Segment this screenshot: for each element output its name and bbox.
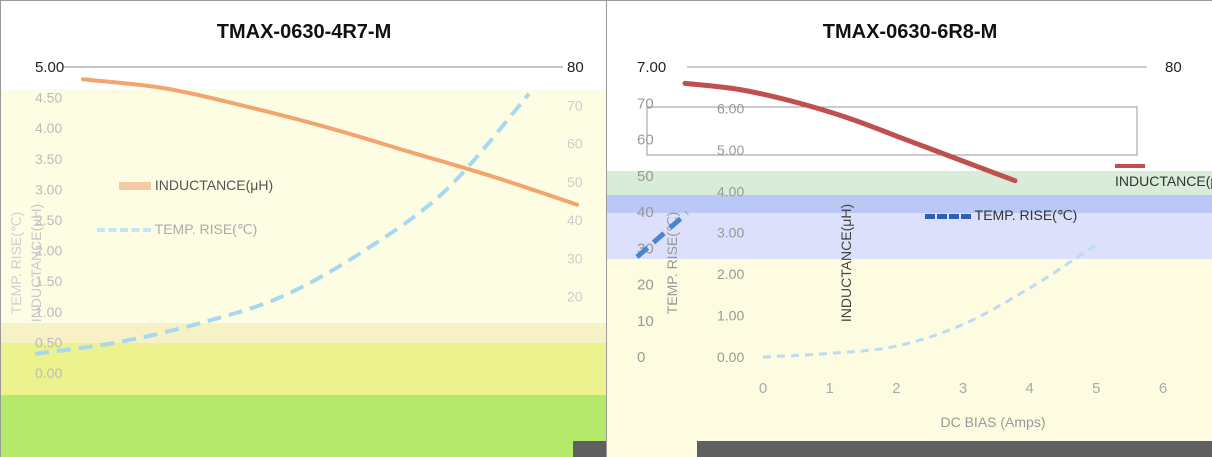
y-tick-label-left: 4.00 <box>35 120 62 136</box>
legend-swatch-temp <box>925 213 971 219</box>
chart-panel-left: TMAX-0630-4R7-M 5.00 4.50 4.00 3.50 3.00 2.50… <box>0 0 607 457</box>
y-tick-label-left: 5.00 <box>35 59 64 76</box>
y-tick-label-left: 6.00 <box>717 100 744 116</box>
legend-label: INDUCTANCE(μH) <box>1115 173 1212 189</box>
legend-swatch-inductance <box>1115 164 1145 169</box>
overlay-band <box>1 395 607 457</box>
chart-svg-right: 7.006.005.004.003.002.001.000.0080706050… <box>635 59 1182 430</box>
y-tick-label-right: 20 <box>637 277 654 294</box>
y-tick-label-right: 20 <box>567 289 583 305</box>
y-tick-label-left: 3.50 <box>35 151 62 167</box>
y-tick-label-left: 0.00 <box>35 365 62 381</box>
y-tick-label-left: 2.00 <box>35 243 62 259</box>
y-axis-label-right: TEMP. RISE(℃) <box>664 212 680 315</box>
x-tick-label: 4 <box>1025 380 1033 397</box>
y-tick-label-left: 5.00 <box>717 142 744 158</box>
y-axis-label-left: INDUCTANCE(μH) <box>838 204 854 322</box>
overlay-band <box>607 171 1212 195</box>
y-tick-label-right: 10 <box>637 313 654 330</box>
x-tick-label: 5 <box>1092 380 1100 397</box>
y-tick-label-right: 80 <box>1165 59 1182 76</box>
x-tick-label: 2 <box>892 380 900 397</box>
chart-panel-right: TMAX-0630-6R8-M 7.00 6.00 5.00 4.00 3.00 2.00… <box>606 0 1212 457</box>
overlay-dark <box>573 441 607 457</box>
legend-swatch-inductance <box>119 182 151 191</box>
x-tick-label: 1 <box>825 380 833 397</box>
y-tick-label-right: 80 <box>567 59 584 76</box>
y-tick-label-left: 1.50 <box>35 273 62 289</box>
y-tick-label-right: 60 <box>637 132 654 149</box>
legend-label: INDUCTANCE(μH) <box>154 177 274 193</box>
overlay-band <box>1 343 607 397</box>
series-line-temp <box>762 243 1098 359</box>
legend-inductance: INDUCTANCE(μH) <box>1115 157 1212 189</box>
legend-label: TEMP. RISE(℃) <box>974 207 1078 223</box>
legend-label: TEMP. RISE(℃) <box>154 221 258 237</box>
x-tick-label: 6 <box>1159 380 1167 397</box>
y-tick-label-left: 2.50 <box>35 212 62 228</box>
y-tick-label-left: 3.00 <box>717 225 744 241</box>
overlay-dark <box>697 441 1212 457</box>
chart-title: TMAX-0630-4R7-M <box>216 21 392 43</box>
y-tick-label-left: 7.00 <box>637 59 666 76</box>
x-tick-label: 0 <box>759 380 767 397</box>
y-axis-label-right: TEMP. RISE(℃) <box>8 212 24 315</box>
overlay-band <box>607 195 1212 213</box>
series-line-temp-fragment <box>635 211 689 259</box>
y-tick-label-left: 1.00 <box>717 308 744 324</box>
y-tick-label-left: 1.00 <box>35 304 62 320</box>
overlay-band <box>1 323 607 345</box>
y-tick-label-right: 50 <box>567 174 583 190</box>
y-tick-label-right: 70 <box>637 95 654 112</box>
series-line-inductance <box>682 80 1018 184</box>
legend-inductance: INDUCTANCE(μH) <box>119 177 273 193</box>
series-line-inductance <box>81 77 579 207</box>
chart-svg-left: 5.00 4.50 4.00 3.50 3.00 2.50 2.00 1.50 1.00 0.50… <box>8 59 584 381</box>
y-tick-label-right: 0 <box>637 349 645 366</box>
y-tick-label-left: 0.00 <box>717 349 744 365</box>
y-axis-label-left: INDUCTANCE(μH) <box>28 204 44 322</box>
y-tick-label-left: 3.00 <box>35 181 62 197</box>
y-tick-label-right: 30 <box>567 250 583 266</box>
chart-title: TMAX-0630-6R8-M <box>822 21 998 43</box>
y-tick-label-left: 2.00 <box>717 266 744 282</box>
legend-temp: TEMP. RISE(℃) <box>925 207 1077 224</box>
y-tick-label-right: 40 <box>637 204 654 221</box>
y-tick-label-right: 40 <box>567 212 583 228</box>
y-tick-label-right: 50 <box>637 168 654 185</box>
legend-temp: TEMP. RISE(℃) <box>97 221 257 238</box>
x-axis-label: DC BIAS (Amps) <box>940 414 1045 430</box>
overlay-band <box>1 89 607 325</box>
legend-swatch-temp <box>97 228 151 233</box>
y-tick-label-right: 60 <box>567 136 583 152</box>
y-tick-label-left: 0.50 <box>35 334 62 350</box>
y-tick-label-left: 4.50 <box>35 90 62 106</box>
y-tick-label-right: 70 <box>567 97 583 113</box>
overlay-band <box>607 213 1212 261</box>
x-tick-label: 3 <box>959 380 967 397</box>
overlay-band <box>607 259 1212 457</box>
ghost-plot-frame <box>646 106 1138 156</box>
y-tick-label-left: 4.00 <box>717 183 744 199</box>
